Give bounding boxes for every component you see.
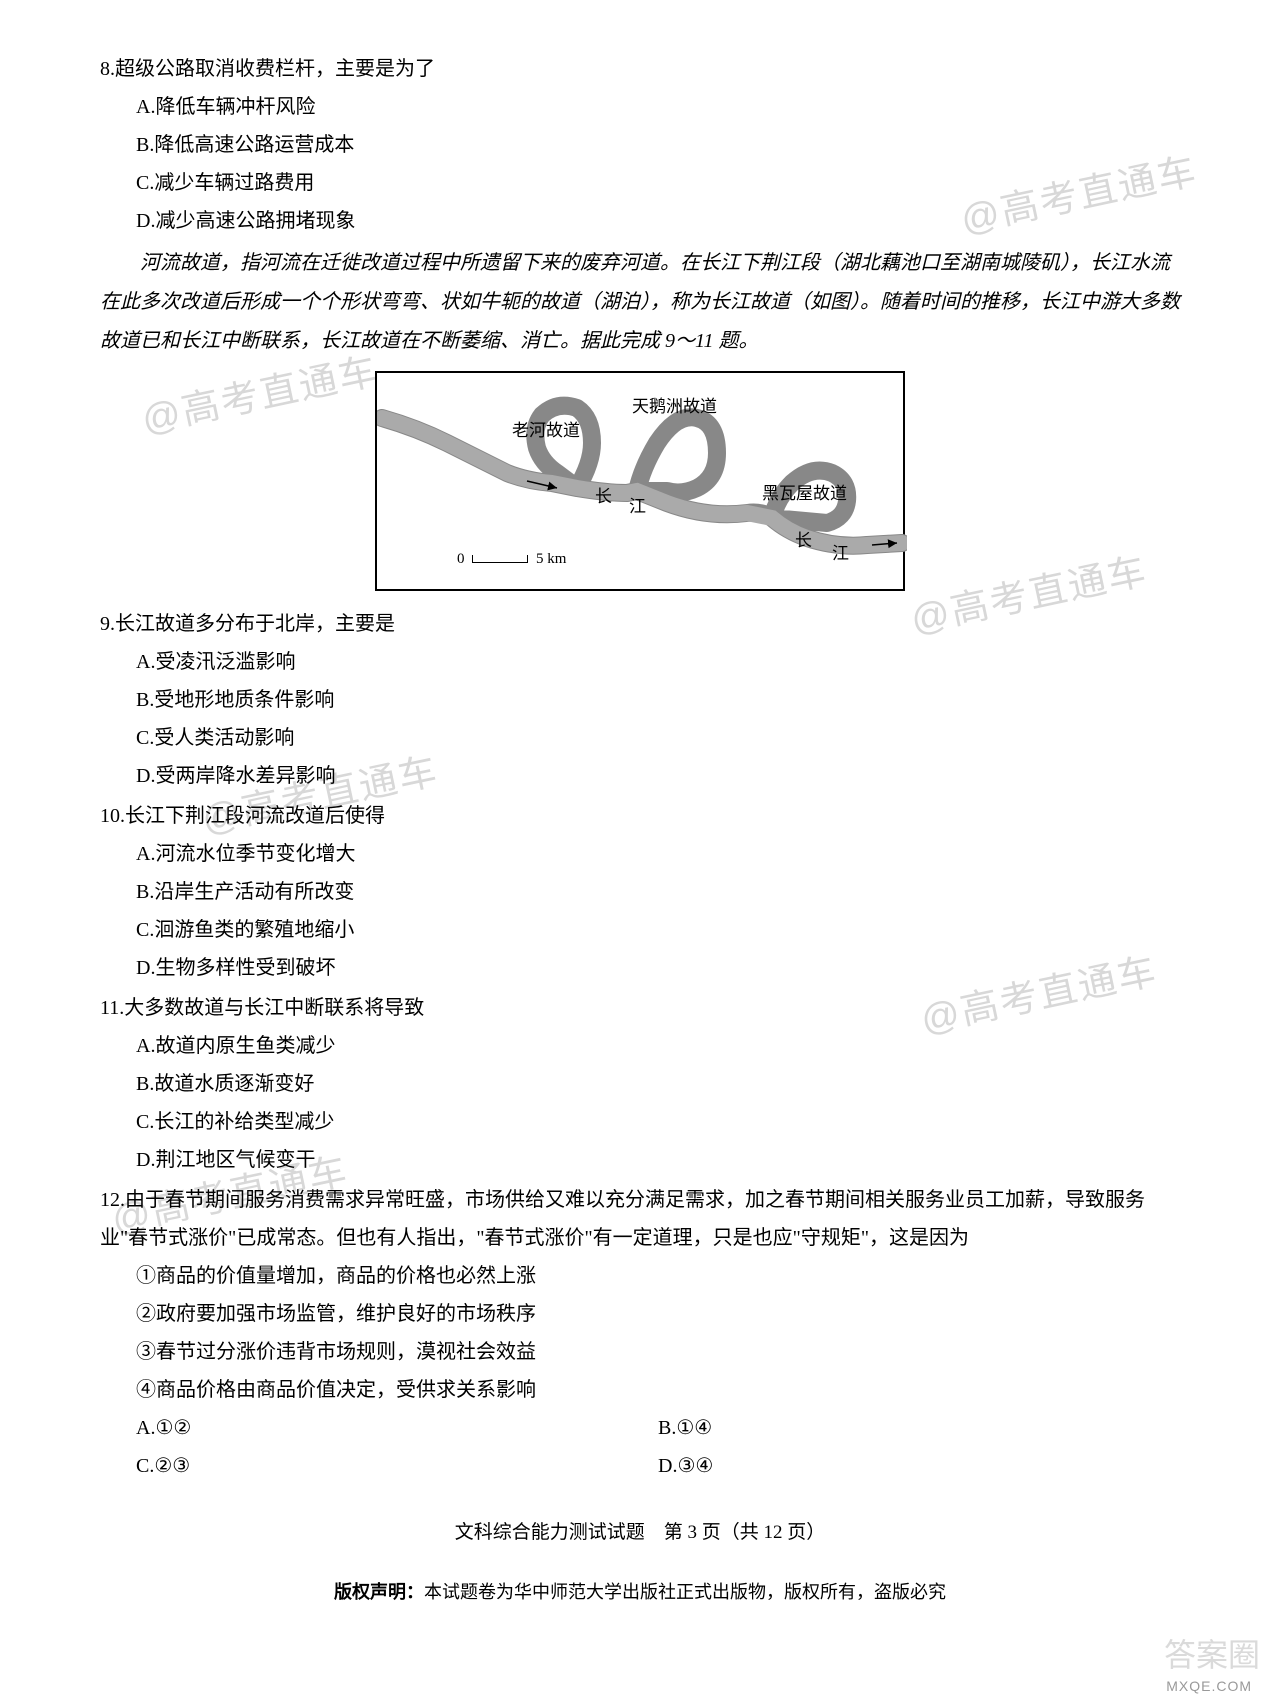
copyright: 版权声明：本试题卷为华中师范大学出版社正式出版物，版权所有，盗版必究 <box>100 1575 1180 1609</box>
q11-option-a: A.故道内原生鱼类减少 <box>100 1027 1180 1065</box>
q11-option-c: C.长江的补给类型减少 <box>100 1103 1180 1141</box>
map-scale: 0 5 km <box>457 545 566 574</box>
q12-stem: 12.由于春节期间服务消费需求异常旺盛，市场供给又难以充分满足需求，加之春节期间… <box>100 1181 1180 1257</box>
q12-statement-1: ①商品的价值量增加，商品的价格也必然上涨 <box>100 1257 1180 1295</box>
map-label-tianezhou: 天鹅洲故道 <box>632 391 717 423</box>
q8-option-d: D.减少高速公路拥堵现象 <box>100 202 1180 240</box>
q10-stem: 10.长江下荆江段河流改道后使得 <box>100 797 1180 835</box>
q10-option-a: A.河流水位季节变化增大 <box>100 835 1180 873</box>
q8-stem: 8.超级公路取消收费栏杆，主要是为了 <box>100 50 1180 88</box>
q9-option-b: B.受地形地质条件影响 <box>100 681 1180 719</box>
map-river-label-2a: 长 <box>795 525 812 557</box>
copyright-label: 版权声明： <box>334 1582 424 1602</box>
q8-option-c: C.减少车辆过路费用 <box>100 164 1180 202</box>
passage-1: 河流故道，指河流在迁徙改道过程中所遗留下来的废弃河道。在长江下荆江段（湖北藕池口… <box>100 244 1180 361</box>
question-8: 8.超级公路取消收费栏杆，主要是为了 A.降低车辆冲杆风险 B.降低高速公路运营… <box>100 50 1180 240</box>
question-11: 11.大多数故道与长江中断联系将导致 A.故道内原生鱼类减少 B.故道水质逐渐变… <box>100 989 1180 1179</box>
scale-km: 5 km <box>536 551 566 567</box>
question-10: 10.长江下荆江段河流改道后使得 A.河流水位季节变化增大 B.沿岸生产活动有所… <box>100 797 1180 987</box>
q11-option-b: B.故道水质逐渐变好 <box>100 1065 1180 1103</box>
map-box: 天鹅洲故道 老河故道 黑瓦屋故道 长 江 长 江 0 5 km <box>375 371 905 591</box>
map-river-label-2b: 江 <box>832 538 849 570</box>
map-figure: 天鹅洲故道 老河故道 黑瓦屋故道 长 江 长 江 0 5 km <box>100 371 1180 591</box>
question-9: 9.长江故道多分布于北岸，主要是 A.受凌汛泛滥影响 B.受地形地质条件影响 C… <box>100 605 1180 795</box>
q12-option-a: A.①② <box>100 1409 658 1447</box>
scale-line <box>472 555 528 563</box>
map-river-label-1b: 江 <box>629 491 646 523</box>
map-river-label-1a: 长 <box>595 481 612 513</box>
q12-statement-2: ②政府要加强市场监管，维护良好的市场秩序 <box>100 1295 1180 1333</box>
q9-option-a: A.受凌汛泛滥影响 <box>100 643 1180 681</box>
bottom-url: MXQE.COM <box>1166 1673 1252 1700</box>
q8-option-a: A.降低车辆冲杆风险 <box>100 88 1180 126</box>
map-label-laohe: 老河故道 <box>512 415 580 447</box>
map-label-heiwawu: 黑瓦屋故道 <box>762 478 847 510</box>
q12-statement-3: ③春节过分涨价违背市场规则，漠视社会效益 <box>100 1333 1180 1371</box>
copyright-text: 本试题卷为华中师范大学出版社正式出版物，版权所有，盗版必究 <box>424 1582 946 1602</box>
q12-statement-4: ④商品价格由商品价值决定，受供求关系影响 <box>100 1371 1180 1409</box>
q10-option-b: B.沿岸生产活动有所改变 <box>100 873 1180 911</box>
page-footer: 文科综合能力测试试题 第 3 页（共 12 页） <box>100 1515 1180 1551</box>
q9-option-d: D.受两岸降水差异影响 <box>100 757 1180 795</box>
q12-option-b: B.①④ <box>658 1409 1180 1447</box>
q10-option-d: D.生物多样性受到破坏 <box>100 949 1180 987</box>
page-content: 8.超级公路取消收费栏杆，主要是为了 A.降低车辆冲杆风险 B.降低高速公路运营… <box>100 50 1180 1609</box>
scale-zero: 0 <box>457 551 465 567</box>
q11-stem: 11.大多数故道与长江中断联系将导致 <box>100 989 1180 1027</box>
q8-option-b: B.降低高速公路运营成本 <box>100 126 1180 164</box>
q9-option-c: C.受人类活动影响 <box>100 719 1180 757</box>
q10-option-c: C.洄游鱼类的繁殖地缩小 <box>100 911 1180 949</box>
q12-option-c: C.②③ <box>100 1447 658 1485</box>
question-12: 12.由于春节期间服务消费需求异常旺盛，市场供给又难以充分满足需求，加之春节期间… <box>100 1181 1180 1485</box>
q9-stem: 9.长江故道多分布于北岸，主要是 <box>100 605 1180 643</box>
q12-option-d: D.③④ <box>658 1447 1180 1485</box>
q11-option-d: D.荆江地区气候变干 <box>100 1141 1180 1179</box>
